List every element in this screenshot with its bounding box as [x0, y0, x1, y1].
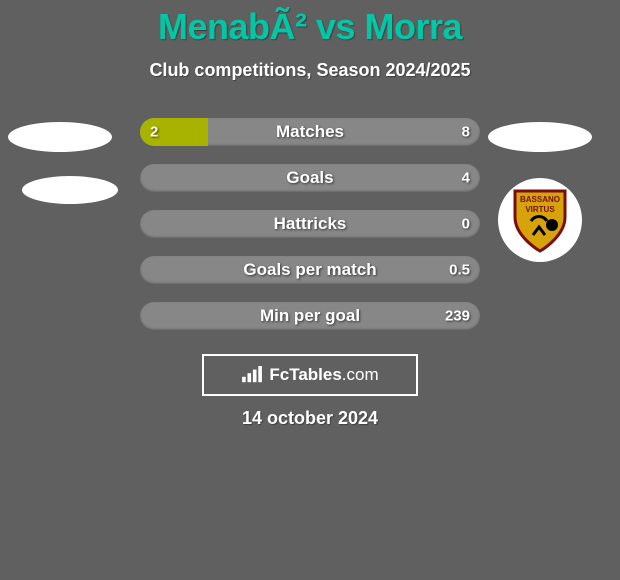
brand-text-light: .com [342, 365, 379, 384]
placeholder-ellipse [22, 176, 118, 204]
bar-label: Goals per match [140, 260, 480, 280]
brand-text-bold: FcTables [269, 365, 341, 384]
brand-box: FcTables.com [202, 354, 418, 396]
bar-value-right: 0.5 [449, 262, 470, 279]
bar-value-right: 239 [445, 308, 470, 325]
badge-top-text: BASSANO [520, 195, 560, 204]
subtitle: Club competitions, Season 2024/2025 [0, 60, 620, 81]
bar-label: Matches [140, 122, 480, 142]
brand-bars-icon [241, 366, 263, 384]
bar-value-right: 4 [462, 170, 470, 187]
page-title: MenabÃ² vs Morra [0, 0, 620, 48]
bar-value-right: 8 [462, 124, 470, 141]
bar-value-right: 0 [462, 216, 470, 233]
bar-value-left: 2 [150, 124, 158, 141]
bar-row: Min per goal239 [140, 302, 480, 330]
comparison-chart: Matches2 8 Goals4 Hattricks0 Goals per match… [140, 118, 480, 348]
brand-text: FcTables.com [269, 365, 378, 385]
bar-row: Goals4 [140, 164, 480, 192]
club-badge: BASSANO VIRTUS [498, 178, 582, 262]
date-text: 14 october 2024 [0, 408, 620, 429]
bar-label: Goals [140, 168, 480, 188]
bar-row: Matches2 8 [140, 118, 480, 146]
bar-label: Hattricks [140, 214, 480, 234]
bar-row: Goals per match0.5 [140, 256, 480, 284]
badge-mid-text: VIRTUS [525, 205, 555, 214]
placeholder-ellipse [488, 122, 592, 152]
bar-label: Min per goal [140, 306, 480, 326]
bar-row: Hattricks0 [140, 210, 480, 238]
placeholder-ellipse [8, 122, 112, 152]
